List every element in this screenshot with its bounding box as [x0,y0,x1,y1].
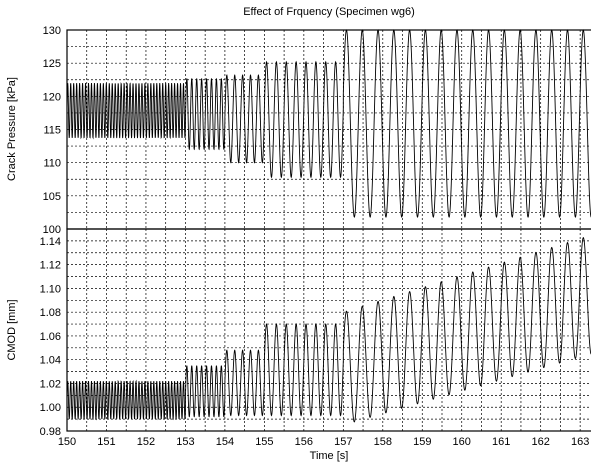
y-tick-label: 1.10 [40,283,61,295]
x-tick-label: 152 [137,436,155,448]
x-tick-label: 161 [492,436,510,448]
y-tick-label: 0.98 [40,426,61,438]
x-tick-label: 162 [532,436,550,448]
y-tick-label: 1.12 [40,260,61,272]
y-tick-label: 1.00 [40,402,61,414]
chart-title: Effect of Frquency (Specimen wg6) [243,6,415,18]
y-tick-label: 1.04 [40,355,61,367]
cmod-y-tick-labels: 0.98 1.00 1.02 1.04 1.06 1.08 1.10 1.12 1.14 [40,236,61,438]
x-tick-label: 151 [97,436,115,448]
x-tick-labels: 150 151 152 153 154 155 156 157 158 159 160 161 162 1… [58,436,590,448]
x-tick-label: 163 [571,436,589,448]
y-tick-label: 125 [43,58,61,70]
pressure-y-tick-labels: 100 105 110 115 120 125 130 [43,25,61,236]
pressure-panel-grid [66,29,591,230]
y-tick-label: 105 [43,191,61,203]
y-tick-label: 1.06 [40,331,61,343]
y-tick-label: 120 [43,91,61,103]
x-tick-label: 154 [216,436,234,448]
x-tick-label: 156 [295,436,313,448]
y-tick-label: 130 [43,25,61,37]
x-tick-label: 155 [255,436,273,448]
x-tick-label: 153 [176,436,194,448]
x-tick-label: 159 [413,436,431,448]
cmod-panel-frame [66,228,591,432]
y-tick-label: 115 [43,125,61,137]
cmod-series-line [66,237,591,423]
pressure-y-axis-title: Crack Pressure [kPa] [6,77,18,181]
cmod-y-axis-title: CMOD [mm] [6,299,18,360]
x-tick-label: 158 [374,436,392,448]
x-tick-label: 160 [453,436,471,448]
y-tick-label: 1.08 [40,307,61,319]
x-axis-title: Time [s] [310,450,349,462]
y-tick-label: 100 [43,224,61,236]
y-tick-label: 1.02 [40,378,61,390]
y-tick-label: 110 [43,158,61,170]
y-tick-label: 1.14 [40,236,61,248]
x-tick-label: 150 [58,436,76,448]
x-tick-label: 157 [334,436,352,448]
